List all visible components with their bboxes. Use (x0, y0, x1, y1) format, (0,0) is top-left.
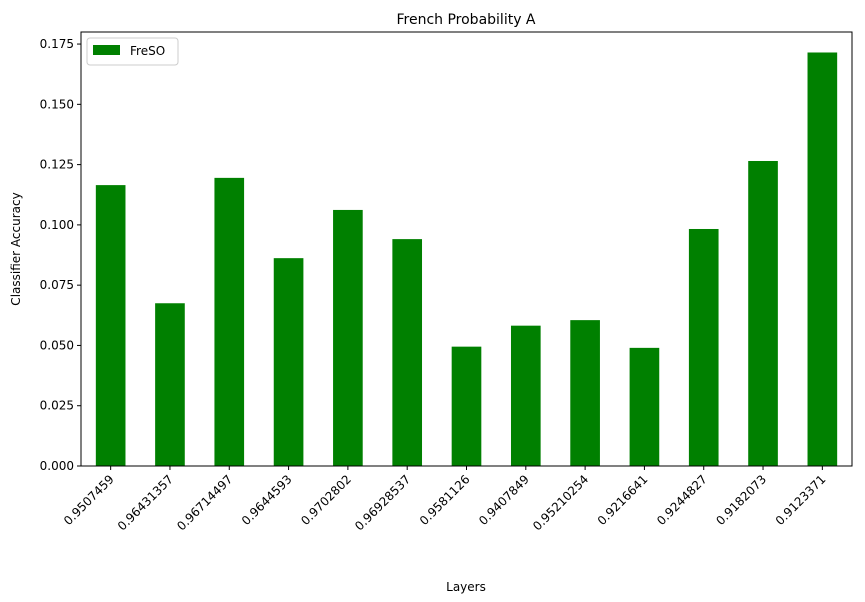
bars-group (95, 52, 838, 467)
y-tick-label: 0.075 (40, 278, 74, 292)
bar (392, 239, 423, 466)
bar (510, 325, 541, 466)
y-tick-label: 0.025 (40, 399, 74, 413)
y-tick-label: 0.125 (40, 158, 74, 172)
bar (214, 177, 245, 466)
bar (570, 320, 600, 466)
chart-title: French Probability A (396, 12, 535, 28)
bar (748, 160, 778, 467)
legend-box (86, 37, 179, 66)
bar (155, 303, 185, 466)
y-tick-label: 0.100 (40, 218, 74, 232)
bar (95, 185, 126, 467)
bar (688, 228, 719, 466)
bar (807, 52, 838, 467)
legend-label: FreSO (130, 44, 165, 58)
bar (451, 346, 482, 466)
y-tick-label: 0.150 (40, 97, 74, 111)
y-tick-label: 0.175 (40, 37, 74, 51)
legend-swatch (93, 45, 120, 55)
y-axis-label: Classifier Accuracy (9, 192, 23, 305)
bar (333, 209, 363, 466)
x-axis-label: Layers (446, 580, 486, 594)
plot-frame (80, 31, 853, 467)
y-axis: 0.000 0.025 0.050 0.075 0.100 0.125 0.150 0.175 (40, 37, 81, 473)
bar (273, 258, 304, 466)
y-tick-label: 0.000 (40, 459, 74, 473)
bar (629, 347, 660, 466)
y-tick-label: 0.050 (40, 338, 74, 352)
legend: FreSO (86, 37, 179, 66)
